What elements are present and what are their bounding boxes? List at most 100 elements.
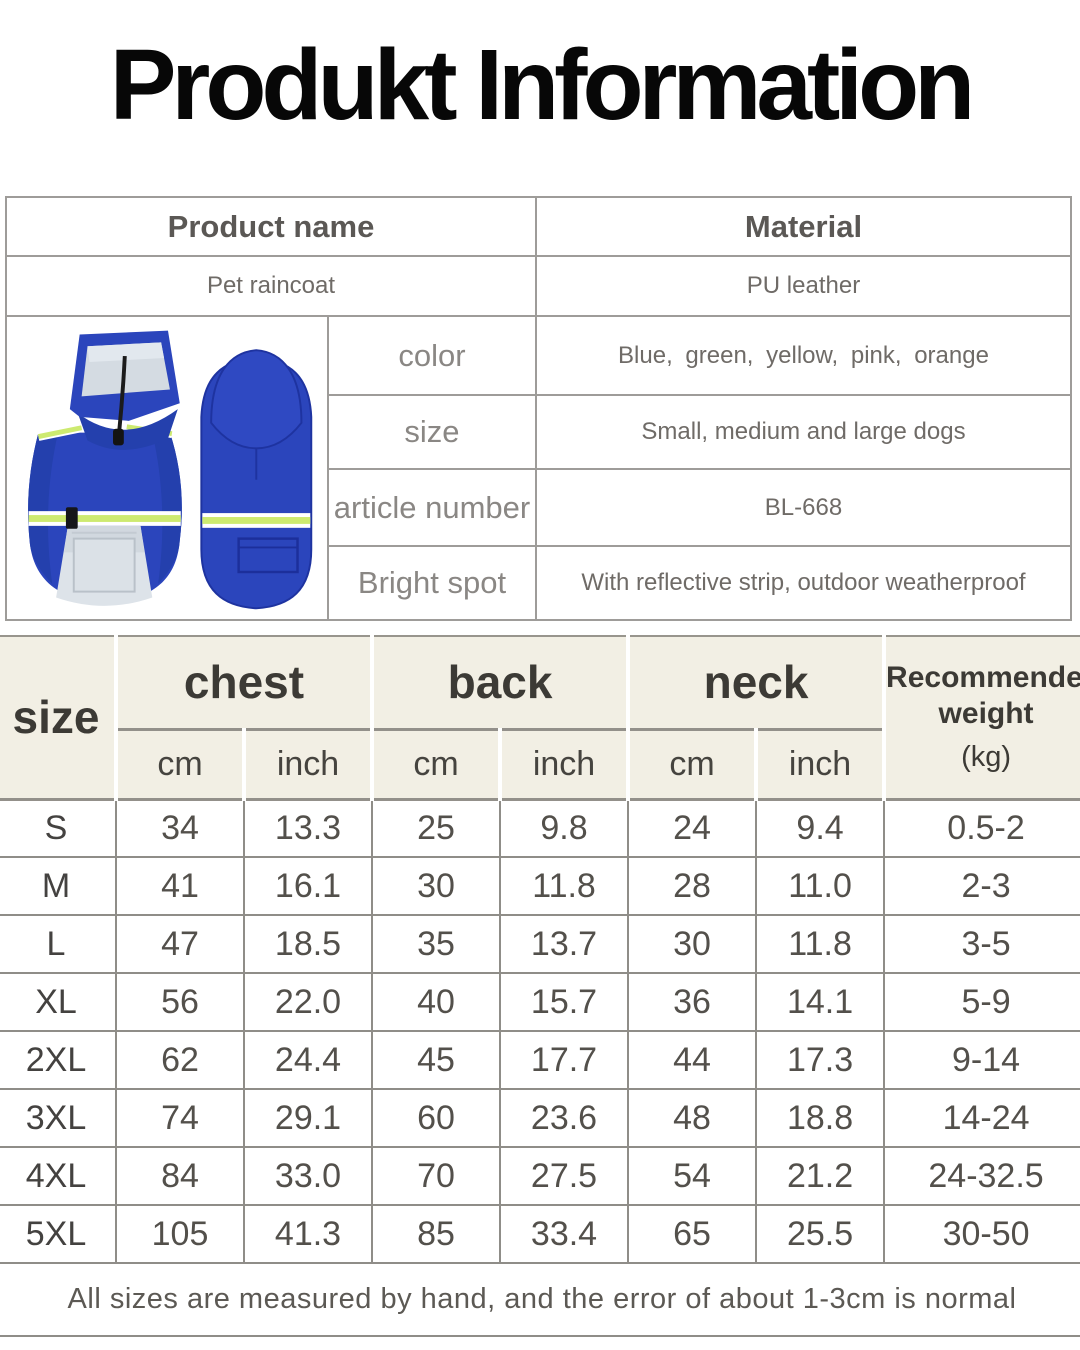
- cell-neck-cm: 24: [627, 798, 758, 858]
- color-label: color: [327, 315, 537, 396]
- back-inch-header: inch: [498, 728, 631, 801]
- table-row-l: L 47 18.5 35 13.7 30 11.8 3-5: [0, 914, 1080, 974]
- cell-weight: 14-24: [883, 1088, 1080, 1148]
- cell-chest-cm: 56: [115, 972, 245, 1032]
- product-info-table: Product name Material Pet raincoat PU le…: [5, 196, 1072, 621]
- cell-neck-cm: 54: [627, 1146, 758, 1206]
- cell-back-cm: 70: [371, 1146, 502, 1206]
- cell-weight: 2-3: [883, 856, 1080, 916]
- size-column-header: size: [0, 635, 118, 801]
- chest-inch-header: inch: [241, 728, 375, 801]
- cell-weight: 3-5: [883, 914, 1080, 974]
- cell-back-inch: 33.4: [499, 1204, 630, 1264]
- cell-chest-inch: 18.5: [242, 914, 374, 974]
- cell-neck-cm: 28: [627, 856, 758, 916]
- row-size-label: 3XL: [0, 1088, 117, 1148]
- table-row-xl: XL 56 22.0 40 15.7 36 14.1 5-9: [0, 972, 1080, 1032]
- recommended-weight-header: Recommended weight (kg): [882, 635, 1080, 801]
- cell-back-inch: 17.7: [499, 1030, 630, 1090]
- cell-back-inch: 27.5: [499, 1146, 630, 1206]
- row-size-label: L: [0, 914, 117, 974]
- cell-back-inch: 23.6: [499, 1088, 630, 1148]
- cell-chest-cm: 34: [115, 798, 245, 858]
- cell-chest-inch: 29.1: [242, 1088, 374, 1148]
- cell-chest-inch: 13.3: [242, 798, 374, 858]
- table-row-4xl: 4XL 84 33.0 70 27.5 54 21.2 24-32.5: [0, 1146, 1080, 1206]
- cell-weight: 30-50: [883, 1204, 1080, 1264]
- article-number-value: BL-668: [535, 468, 1072, 547]
- cell-neck-inch: 11.8: [755, 914, 886, 974]
- cell-neck-inch: 9.4: [755, 798, 886, 858]
- cell-chest-inch: 22.0: [242, 972, 374, 1032]
- material-header: Material: [535, 196, 1072, 257]
- neck-group-header: neck: [626, 635, 887, 731]
- color-value: Blue, green, yellow, pink, orange: [535, 315, 1072, 396]
- chest-cm-header: cm: [114, 728, 246, 801]
- table-row-3xl: 3XL 74 29.1 60 23.6 48 18.8 14-24: [0, 1088, 1080, 1148]
- raincoat-front-view: [28, 330, 182, 606]
- cell-chest-inch: 41.3: [242, 1204, 374, 1264]
- cell-neck-cm: 48: [627, 1088, 758, 1148]
- cell-chest-cm: 74: [115, 1088, 245, 1148]
- weight-header-line1: Recommended: [886, 660, 1080, 694]
- bright-spot-label: Bright spot: [327, 545, 537, 621]
- article-number-label: article number: [327, 468, 537, 547]
- row-size-label: 4XL: [0, 1146, 117, 1206]
- size-chart-table: size chest back neck Recommended weight …: [0, 635, 1080, 1337]
- cell-back-inch: 15.7: [499, 972, 630, 1032]
- cell-chest-cm: 62: [115, 1030, 245, 1090]
- chest-group-header: chest: [113, 635, 375, 731]
- cell-neck-inch: 21.2: [755, 1146, 886, 1206]
- cell-back-cm: 30: [371, 856, 502, 916]
- size-value: Small, medium and large dogs: [535, 394, 1072, 470]
- cell-neck-cm: 65: [627, 1204, 758, 1264]
- cell-back-cm: 25: [371, 798, 502, 858]
- cell-chest-inch: 24.4: [242, 1030, 374, 1090]
- table-row-2xl: 2XL 62 24.4 45 17.7 44 17.3 9-14: [0, 1030, 1080, 1090]
- row-size-label: 5XL: [0, 1204, 117, 1264]
- back-cm-header: cm: [370, 728, 503, 801]
- row-size-label: 2XL: [0, 1030, 117, 1090]
- row-size-label: XL: [0, 972, 117, 1032]
- back-group-header: back: [370, 635, 631, 731]
- product-image: [28, 330, 313, 609]
- cell-neck-cm: 30: [627, 914, 758, 974]
- cell-chest-inch: 33.0: [242, 1146, 374, 1206]
- measurement-note: All sizes are measured by hand, and the …: [0, 1262, 1080, 1337]
- page-title: Produkt Information: [109, 29, 976, 141]
- cell-neck-inch: 25.5: [755, 1204, 886, 1264]
- cell-weight: 5-9: [883, 972, 1080, 1032]
- cell-back-inch: 9.8: [499, 798, 630, 858]
- cell-back-cm: 40: [371, 972, 502, 1032]
- neck-inch-header: inch: [754, 728, 887, 801]
- cell-neck-inch: 11.0: [755, 856, 886, 916]
- cell-neck-inch: 18.8: [755, 1088, 886, 1148]
- weight-header-line2: weight: [938, 696, 1034, 730]
- cell-back-cm: 85: [371, 1204, 502, 1264]
- material-value: PU leather: [535, 255, 1072, 317]
- cell-weight: 24-32.5: [883, 1146, 1080, 1206]
- product-name-value: Pet raincoat: [5, 255, 537, 317]
- cell-chest-cm: 84: [115, 1146, 245, 1206]
- neck-cm-header: cm: [626, 728, 759, 801]
- cell-neck-inch: 17.3: [755, 1030, 886, 1090]
- table-row-s: S 34 13.3 25 9.8 24 9.4 0.5-2: [0, 798, 1080, 858]
- raincoat-back-view: [200, 348, 313, 609]
- cell-chest-cm: 41: [115, 856, 245, 916]
- cell-weight: 9-14: [883, 1030, 1080, 1090]
- weight-header-unit: (kg): [961, 740, 1012, 773]
- cell-back-inch: 13.7: [499, 914, 630, 974]
- cell-back-cm: 45: [371, 1030, 502, 1090]
- table-row-m: M 41 16.1 30 11.8 28 11.0 2-3: [0, 856, 1080, 916]
- cell-back-inch: 11.8: [499, 856, 630, 916]
- cell-weight: 0.5-2: [883, 798, 1080, 858]
- cell-neck-inch: 14.1: [755, 972, 886, 1032]
- row-size-label: S: [0, 798, 117, 858]
- bright-spot-value: With reflective strip, outdoor weatherpr…: [535, 545, 1072, 621]
- cell-back-cm: 60: [371, 1088, 502, 1148]
- cell-neck-cm: 44: [627, 1030, 758, 1090]
- cell-neck-cm: 36: [627, 972, 758, 1032]
- cell-chest-inch: 16.1: [242, 856, 374, 916]
- cell-chest-cm: 47: [115, 914, 245, 974]
